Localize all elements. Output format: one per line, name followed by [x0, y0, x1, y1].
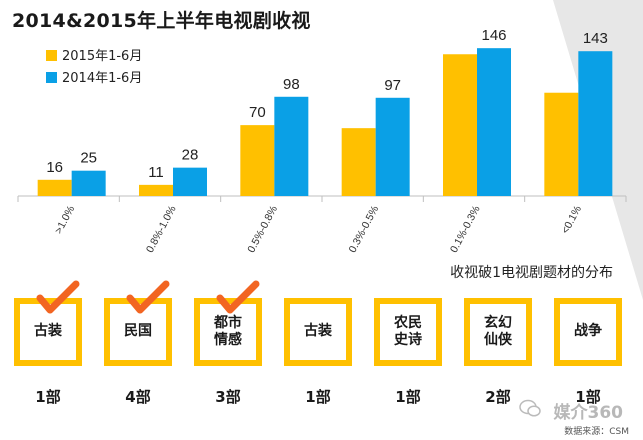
- genre-count: 1部: [35, 388, 61, 406]
- x-tick-label: >1.0%: [53, 204, 78, 236]
- bar-2014: [578, 51, 613, 197]
- legend-label: 2014年1-6月: [62, 71, 142, 86]
- checkmark-icon: [126, 280, 170, 314]
- data-source: 数据来源：CSM: [564, 427, 629, 437]
- bar-2015: [341, 128, 376, 196]
- bar-2015: [139, 184, 173, 196]
- genre-box: 农民 史诗: [374, 298, 442, 366]
- data-label: 143: [583, 30, 608, 47]
- data-label: 28: [182, 147, 199, 164]
- watermark-text: 媒介360: [553, 403, 624, 423]
- genre-label: 农民 史诗: [394, 314, 422, 349]
- bar-chart: 16 25 >1.0% 11 28 0.8%-1.0% 70 98 0.5%-0.8% 97 0.3…: [17, 27, 627, 255]
- genre-caption: 收视破1电视剧题材的分布: [450, 265, 613, 281]
- genre-label: 古装: [34, 323, 62, 340]
- genre-count: 1部: [305, 388, 331, 406]
- legend-swatch: [46, 72, 57, 83]
- data-label: 70: [249, 104, 266, 121]
- data-label: 25: [80, 150, 97, 167]
- bar-2015: [37, 179, 72, 196]
- bar-2014: [274, 96, 309, 196]
- wechat-icon: [519, 399, 541, 417]
- bar-2015: [443, 54, 477, 196]
- checkmark-icon: [216, 280, 260, 314]
- x-tick-label: 0.8%-1.0%: [144, 204, 179, 255]
- bar-2014: [173, 167, 207, 196]
- legend-label: 2015年1-6月: [62, 49, 142, 64]
- genre-label: 古装: [304, 323, 332, 340]
- data-label: 11: [148, 164, 164, 181]
- bar-2014: [477, 48, 511, 196]
- genre-count: 1部: [575, 388, 601, 406]
- genre-box: 民国: [104, 298, 172, 366]
- genre-box: 古装: [284, 298, 352, 366]
- genre-count: 2部: [485, 388, 511, 406]
- checkmark-icon: [36, 280, 80, 314]
- data-label: 97: [384, 77, 401, 94]
- legend-swatch: [46, 50, 57, 61]
- x-tick-label: 0.5%-0.8%: [245, 204, 280, 255]
- x-tick-label: 0.1%-0.3%: [448, 204, 483, 255]
- bar-2015: [544, 92, 579, 196]
- x-tick-label: 0.3%-0.5%: [347, 204, 382, 255]
- genre-count: 1部: [395, 388, 421, 406]
- bar-2014: [71, 170, 106, 196]
- genre-count: 4部: [125, 388, 151, 406]
- bar-2014: [375, 97, 410, 196]
- genre-box: 玄幻 仙侠: [464, 298, 532, 366]
- x-tick-label: <0.1%: [559, 204, 584, 236]
- bar-2015: [240, 125, 275, 196]
- data-label: 16: [46, 159, 63, 176]
- genre-label: 民国: [124, 323, 152, 340]
- data-label: 146: [481, 27, 506, 44]
- chart-title: 2014&2015年上半年电视剧收视: [12, 10, 311, 32]
- genre-count: 3部: [215, 388, 241, 406]
- data-label: 98: [283, 76, 300, 93]
- genre-box: 战争: [554, 298, 622, 366]
- genre-label: 都市 情感: [214, 314, 242, 349]
- genre-label: 玄幻 仙侠: [484, 314, 512, 349]
- genre-label: 战争: [574, 323, 602, 340]
